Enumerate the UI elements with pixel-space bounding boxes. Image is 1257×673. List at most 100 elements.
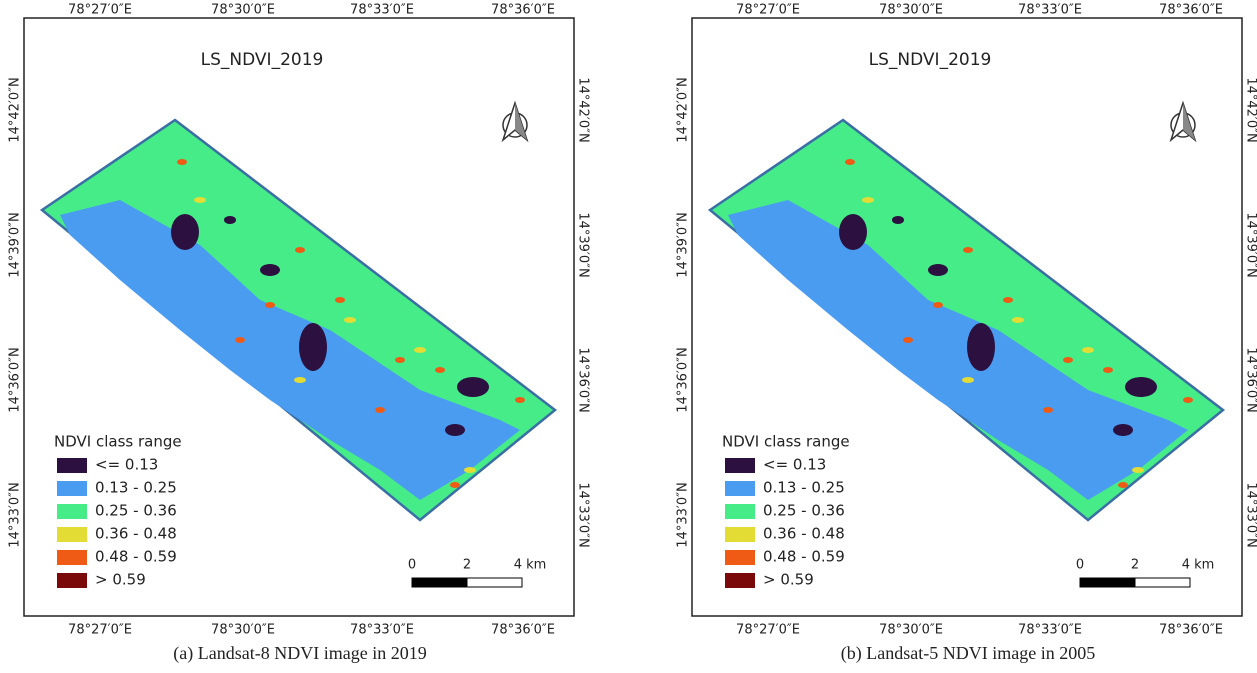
legend-label: <= 0.13 — [95, 456, 158, 474]
scale-bar-white — [467, 578, 522, 587]
water-body — [1125, 377, 1157, 397]
legend-swatch — [725, 504, 755, 519]
water-body — [224, 216, 236, 224]
scale-label: 4 km — [1182, 558, 1215, 573]
scale-label: 4 km — [514, 558, 547, 573]
legend-swatch — [57, 481, 87, 496]
map-panel: LS_NDVI_201978°27′0″E78°27′0″E78°30′0″E7… — [8, 3, 591, 665]
scale-label: 2 — [463, 558, 471, 573]
longitude-label: 78°36′0″E — [491, 3, 555, 18]
legend-label: 0.25 - 0.36 — [763, 502, 845, 520]
caption: (a) Landsat-8 NDVI image in 2019 — [173, 643, 426, 664]
scale-label: 2 — [1131, 558, 1139, 573]
legend-swatch — [57, 527, 87, 542]
vegetation-patch — [962, 377, 974, 383]
vegetation-patch — [194, 197, 206, 203]
longitude-label: 78°27′0″E — [68, 3, 132, 18]
vegetation-patch — [464, 467, 476, 473]
vegetation-patch — [177, 159, 187, 165]
legend-swatch — [725, 481, 755, 496]
latitude-label: 14°42′0″N — [676, 77, 691, 142]
vegetation-patch — [1063, 357, 1073, 363]
scale-bar-black — [412, 578, 467, 587]
map-panel: LS_NDVI_201978°27′0″E78°27′0″E78°30′0″E7… — [676, 3, 1257, 665]
legend-swatch — [725, 573, 755, 588]
vegetation-patch — [1103, 367, 1113, 373]
longitude-label: 78°30′0″E — [879, 623, 943, 638]
latitude-label: 14°33′0″N — [8, 482, 23, 547]
vegetation-patch — [1118, 482, 1128, 488]
map-title: LS_NDVI_2019 — [869, 50, 992, 70]
vegetation-patch — [294, 377, 306, 383]
longitude-label: 78°33′0″E — [1018, 3, 1082, 18]
vegetation-patch — [450, 482, 460, 488]
water-body — [299, 323, 327, 371]
vegetation-patch — [1012, 317, 1024, 323]
latitude-label: 14°39′0″N — [676, 212, 691, 277]
legend-swatch — [57, 458, 87, 473]
latitude-label: 14°39′0″N — [1244, 212, 1257, 277]
latitude-label: 14°39′0″N — [576, 212, 591, 277]
legend-label: <= 0.13 — [763, 456, 826, 474]
latitude-label: 14°33′0″N — [1244, 482, 1257, 547]
scale-label: 0 — [408, 558, 416, 573]
vegetation-patch — [395, 357, 405, 363]
scale-bar-white — [1135, 578, 1190, 587]
legend-swatch — [57, 504, 87, 519]
latitude-label: 14°42′0″N — [1244, 77, 1257, 142]
water-body — [892, 216, 904, 224]
longitude-label: 78°27′0″E — [736, 623, 800, 638]
longitude-label: 78°36′0″E — [1159, 623, 1223, 638]
legend-label: 0.48 - 0.59 — [95, 548, 177, 566]
vegetation-patch — [375, 407, 385, 413]
water-body — [457, 377, 489, 397]
legend-swatch — [725, 527, 755, 542]
vegetation-patch — [1043, 407, 1053, 413]
latitude-label: 14°33′0″N — [576, 482, 591, 547]
latitude-label: 14°42′0″N — [576, 77, 591, 142]
latitude-label: 14°36′0″N — [676, 347, 691, 412]
longitude-label: 78°27′0″E — [68, 623, 132, 638]
legend-label: 0.13 - 0.25 — [95, 479, 177, 497]
longitude-label: 78°33′0″E — [1018, 623, 1082, 638]
latitude-label: 14°36′0″N — [8, 347, 23, 412]
longitude-label: 78°36′0″E — [1159, 3, 1223, 18]
latitude-label: 14°36′0″N — [1244, 347, 1257, 412]
legend-swatch — [725, 550, 755, 565]
latitude-label: 14°33′0″N — [676, 482, 691, 547]
vegetation-patch — [963, 247, 973, 253]
water-body — [839, 214, 867, 250]
vegetation-patch — [414, 347, 426, 353]
vegetation-patch — [335, 297, 345, 303]
legend-label: 0.36 - 0.48 — [763, 525, 845, 543]
latitude-label: 14°39′0″N — [8, 212, 23, 277]
water-body — [260, 264, 280, 276]
vegetation-patch — [1082, 347, 1094, 353]
vegetation-patch — [845, 159, 855, 165]
longitude-label: 78°33′0″E — [350, 3, 414, 18]
legend-swatch — [57, 573, 87, 588]
legend-label: 0.13 - 0.25 — [763, 479, 845, 497]
longitude-label: 78°36′0″E — [491, 623, 555, 638]
vegetation-patch — [1132, 467, 1144, 473]
water-body — [445, 424, 465, 436]
vegetation-patch — [903, 337, 913, 343]
legend-label: > 0.59 — [763, 571, 814, 589]
vegetation-patch — [235, 337, 245, 343]
legend-label: 0.48 - 0.59 — [763, 548, 845, 566]
water-body — [967, 323, 995, 371]
vegetation-patch — [1003, 297, 1013, 303]
vegetation-patch — [933, 302, 943, 308]
vegetation-patch — [515, 397, 525, 403]
water-body — [928, 264, 948, 276]
scale-bar-black — [1080, 578, 1135, 587]
water-body — [1113, 424, 1133, 436]
water-body — [171, 214, 199, 250]
legend-swatch — [57, 550, 87, 565]
vegetation-patch — [265, 302, 275, 308]
longitude-label: 78°30′0″E — [211, 3, 275, 18]
latitude-label: 14°42′0″N — [8, 77, 23, 142]
legend-label: 0.25 - 0.36 — [95, 502, 177, 520]
